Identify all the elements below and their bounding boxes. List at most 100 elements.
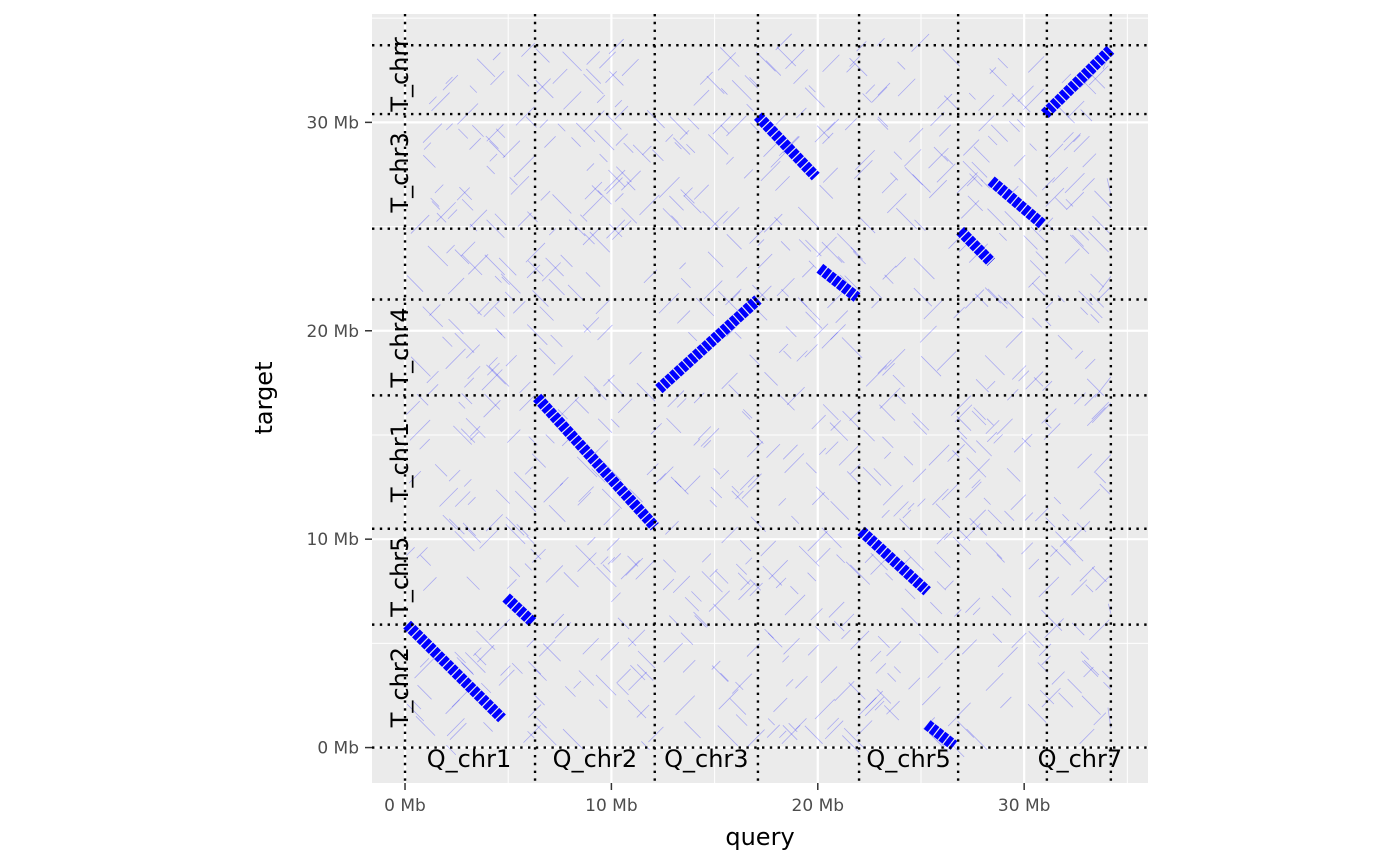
query-chromosome-label: Q_chr2	[553, 745, 637, 773]
background-hit	[1079, 488, 1101, 510]
background-hit	[778, 135, 799, 157]
background-hit	[1044, 618, 1064, 639]
background-hit	[616, 683, 629, 696]
background-hit	[1032, 640, 1040, 649]
background-hit	[486, 364, 506, 385]
background-hit	[1045, 517, 1056, 528]
background-hit	[446, 718, 465, 737]
background-hit	[849, 409, 861, 421]
y-tick-label: 10 Mb	[307, 530, 360, 550]
background-hit	[505, 354, 517, 367]
background-hit	[490, 70, 505, 86]
background-hit	[693, 89, 710, 106]
background-hit	[776, 277, 795, 297]
background-hit	[1103, 681, 1112, 690]
background-hit	[406, 400, 421, 415]
background-hit	[735, 490, 744, 500]
background-hit	[849, 57, 868, 77]
background-hit	[726, 326, 737, 337]
background-hit	[1041, 609, 1063, 631]
background-hit	[436, 201, 456, 222]
background-hit	[775, 114, 786, 125]
background-hit	[747, 473, 762, 488]
background-hit	[997, 294, 1008, 305]
background-hit	[598, 699, 608, 709]
background-hit	[1049, 549, 1058, 557]
background-hit	[737, 572, 750, 585]
background-hit	[627, 555, 639, 567]
background-hit	[498, 257, 517, 276]
background-hit	[628, 671, 647, 691]
background-hit	[539, 306, 554, 321]
background-hit	[899, 518, 911, 530]
background-hit	[1067, 100, 1085, 118]
background-hit	[901, 607, 920, 627]
background-hit	[1106, 178, 1112, 195]
background-hit	[406, 703, 425, 722]
background-hit	[688, 331, 698, 342]
background-hit	[804, 344, 818, 358]
background-hit	[422, 306, 444, 328]
background-hit	[693, 611, 709, 627]
background-hit	[886, 700, 900, 715]
background-hit	[611, 220, 632, 240]
background-hit	[756, 285, 772, 301]
background-hit	[933, 146, 949, 162]
background-hit	[534, 694, 545, 706]
background-hit	[947, 444, 965, 462]
background-hit	[1011, 365, 1027, 380]
background-hit	[431, 92, 450, 112]
background-hit	[456, 187, 471, 201]
background-hit	[422, 123, 443, 143]
background-hit	[985, 542, 1003, 559]
background-hit	[796, 350, 808, 362]
query-chromosome-label: Q_chr5	[866, 745, 950, 773]
background-hit	[973, 407, 986, 420]
background-hit	[584, 181, 603, 200]
background-hit	[414, 657, 436, 679]
background-hit	[886, 193, 907, 214]
background-hit	[719, 469, 730, 480]
background-hit	[881, 178, 897, 194]
background-hit	[521, 42, 536, 57]
background-hit	[472, 125, 484, 138]
background-hit	[548, 504, 566, 522]
background-hit	[430, 197, 440, 207]
background-hit	[842, 735, 860, 753]
background-hit	[720, 88, 728, 95]
background-hit	[674, 142, 682, 150]
background-hit	[884, 451, 892, 459]
background-hit	[821, 241, 843, 263]
background-hit	[774, 216, 783, 226]
background-hit	[442, 74, 459, 91]
background-hit	[1090, 314, 1100, 324]
background-hit	[904, 588, 916, 600]
background-hit	[1095, 575, 1111, 591]
background-hit	[956, 172, 978, 194]
background-hit	[662, 208, 684, 230]
background-hit	[461, 254, 483, 276]
background-hit	[1057, 295, 1065, 303]
background-hit	[538, 639, 556, 657]
background-hit	[597, 324, 613, 341]
background-hit	[513, 156, 535, 178]
background-hit	[539, 347, 556, 365]
background-hit	[747, 729, 765, 747]
background-hit	[686, 143, 696, 154]
background-hit	[706, 75, 725, 94]
background-hit	[1088, 65, 1109, 86]
background-hit	[454, 651, 466, 664]
background-hit	[526, 535, 535, 545]
background-hit	[879, 404, 896, 421]
background-hit	[483, 721, 493, 732]
background-hit	[785, 49, 805, 70]
background-hit	[1082, 153, 1097, 168]
background-hit	[745, 557, 753, 565]
background-hit	[477, 301, 490, 315]
background-hit	[701, 571, 723, 593]
background-hit	[944, 580, 954, 590]
background-hit	[519, 381, 531, 394]
background-hit	[501, 276, 510, 285]
background-hit	[749, 579, 762, 591]
